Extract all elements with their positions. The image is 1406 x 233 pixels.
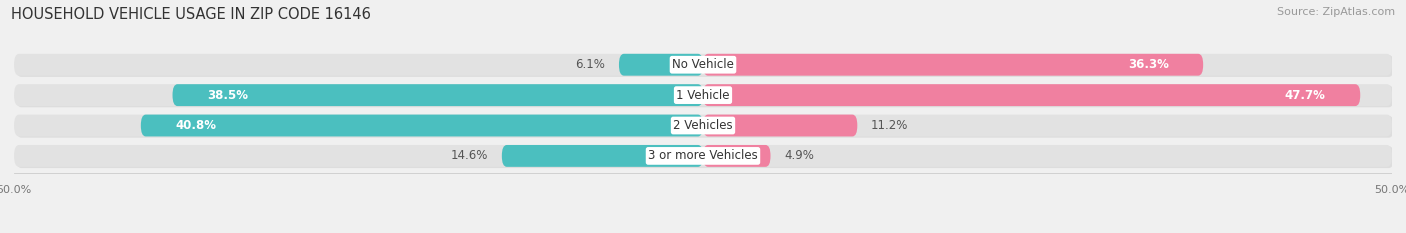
Text: 38.5%: 38.5% xyxy=(207,89,247,102)
FancyBboxPatch shape xyxy=(15,146,1393,168)
Text: 36.3%: 36.3% xyxy=(1128,58,1168,71)
FancyBboxPatch shape xyxy=(502,145,703,167)
FancyBboxPatch shape xyxy=(703,84,1360,106)
FancyBboxPatch shape xyxy=(619,54,703,76)
Text: 47.7%: 47.7% xyxy=(1285,89,1326,102)
Text: 6.1%: 6.1% xyxy=(575,58,605,71)
FancyBboxPatch shape xyxy=(703,54,1204,76)
Text: 2 Vehicles: 2 Vehicles xyxy=(673,119,733,132)
FancyBboxPatch shape xyxy=(14,54,1392,76)
FancyBboxPatch shape xyxy=(14,84,1392,106)
Text: 14.6%: 14.6% xyxy=(451,149,488,162)
Text: No Vehicle: No Vehicle xyxy=(672,58,734,71)
FancyBboxPatch shape xyxy=(173,84,703,106)
Text: 1 Vehicle: 1 Vehicle xyxy=(676,89,730,102)
FancyBboxPatch shape xyxy=(14,115,1392,137)
FancyBboxPatch shape xyxy=(703,115,858,137)
FancyBboxPatch shape xyxy=(14,145,1392,167)
Text: HOUSEHOLD VEHICLE USAGE IN ZIP CODE 16146: HOUSEHOLD VEHICLE USAGE IN ZIP CODE 1614… xyxy=(11,7,371,22)
FancyBboxPatch shape xyxy=(15,116,1393,138)
Legend: Owner-occupied, Renter-occupied: Owner-occupied, Renter-occupied xyxy=(578,230,828,233)
FancyBboxPatch shape xyxy=(15,55,1393,77)
FancyBboxPatch shape xyxy=(703,145,770,167)
Text: 4.9%: 4.9% xyxy=(785,149,814,162)
Text: 40.8%: 40.8% xyxy=(176,119,217,132)
Text: 11.2%: 11.2% xyxy=(872,119,908,132)
Text: 3 or more Vehicles: 3 or more Vehicles xyxy=(648,149,758,162)
Text: Source: ZipAtlas.com: Source: ZipAtlas.com xyxy=(1277,7,1395,17)
FancyBboxPatch shape xyxy=(141,115,703,137)
FancyBboxPatch shape xyxy=(15,86,1393,107)
